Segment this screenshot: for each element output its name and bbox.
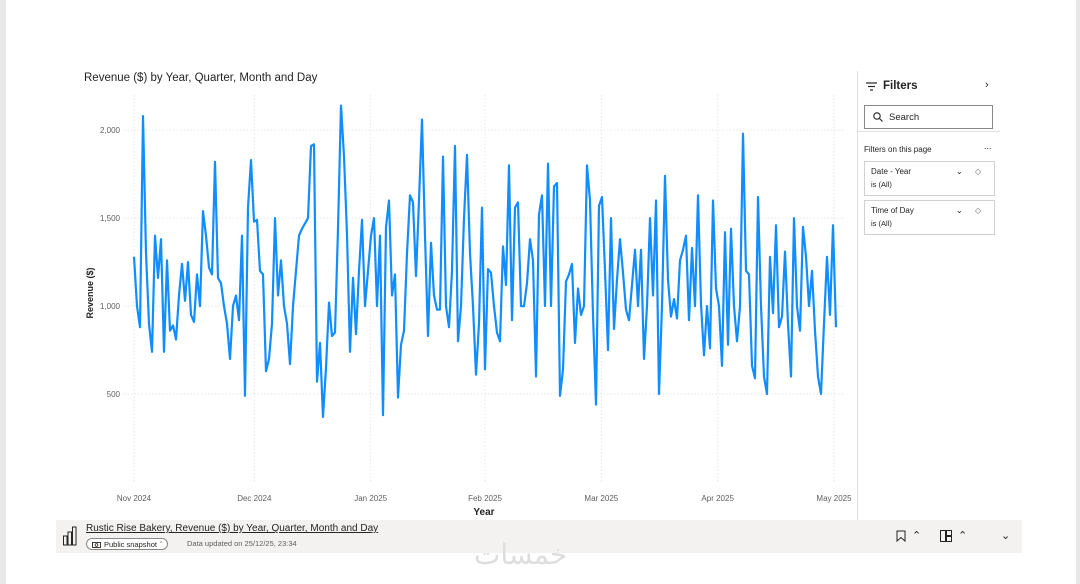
chart-title: Revenue ($) by Year, Quarter, Month and … xyxy=(84,72,318,84)
pane-divider xyxy=(858,131,1000,132)
filter-card-value: is (All) xyxy=(871,219,892,228)
clear-filter-icon[interactable]: ◇ xyxy=(975,206,982,215)
data-updated-text: Data updated on 25/12/25, 23:34 xyxy=(187,539,297,548)
filter-card-name: Time of Day xyxy=(871,206,914,215)
bookmark-menu-button[interactable]: ⌃ xyxy=(896,529,921,542)
y-tick-label: 1,000 xyxy=(100,302,121,311)
filter-search-input[interactable] xyxy=(889,111,979,123)
x-tick-label: Jan 2025 xyxy=(354,494,387,503)
y-tick-label: 1,500 xyxy=(100,214,121,223)
filters-pane: Filters › Filters on this page ... Date … xyxy=(857,71,1000,521)
series-line-revenue[interactable] xyxy=(132,104,838,418)
filter-icon xyxy=(866,81,877,91)
filter-search-box[interactable] xyxy=(864,105,993,129)
y-tick-label: 500 xyxy=(107,390,121,399)
chevron-up-icon: ⌃ xyxy=(958,530,968,542)
public-snapshot-badge[interactable]: Public snapshot ˆ xyxy=(86,538,169,550)
search-icon xyxy=(873,112,883,122)
chevron-down-icon[interactable]: ⌄ xyxy=(956,206,963,215)
window-frame-left xyxy=(0,0,6,584)
x-axis-ticks: Nov 2024 Dec 2024 Jan 2025 Feb 2025 Mar 2025… xyxy=(117,494,852,503)
filter-card-name: Date - Year xyxy=(871,167,912,176)
clear-filter-icon[interactable]: ◇ xyxy=(975,167,982,176)
chevron-down-icon: ⌄ xyxy=(1001,530,1011,542)
bookmark-icon xyxy=(896,530,906,542)
filters-title: Filters xyxy=(883,80,918,92)
camera-icon xyxy=(92,541,101,548)
y-axis-ticks: 500 1,000 1,500 2,000 xyxy=(100,126,121,399)
x-tick-label: Nov 2024 xyxy=(117,494,152,503)
x-tick-label: Dec 2024 xyxy=(237,494,272,503)
y-tick-label: 2,000 xyxy=(100,126,121,135)
bar-chart-icon xyxy=(63,526,77,546)
x-tick-label: Mar 2025 xyxy=(584,494,618,503)
filters-section-label: Filters on this page xyxy=(864,145,932,154)
chevron-up-icon: ˆ xyxy=(159,539,163,549)
collapse-pane-icon[interactable]: › xyxy=(985,79,989,91)
view-icon xyxy=(940,529,952,542)
x-tick-label: Feb 2025 xyxy=(468,494,502,503)
view-menu-button[interactable]: ⌃ xyxy=(940,529,967,542)
filter-card-date-year[interactable]: Date - Year is (All) ⌄ ◇ xyxy=(864,161,995,196)
x-tick-label: May 2025 xyxy=(816,494,852,503)
filter-card-time-of-day[interactable]: Time of Day is (All) ⌄ ◇ xyxy=(864,200,995,235)
x-axis-title: Year xyxy=(473,507,494,518)
snapshot-label: Public snapshot xyxy=(104,539,157,549)
more-options-button[interactable]: ... xyxy=(984,141,992,151)
watermark-logo: خمسات xyxy=(474,538,568,571)
chevron-down-icon[interactable]: ⌄ xyxy=(956,167,963,176)
y-axis-title: Revenue ($) xyxy=(85,267,95,318)
report-title-link[interactable]: Rustic Rise Bakery, Revenue ($) by Year,… xyxy=(86,523,379,534)
report-footer: Rustic Rise Bakery, Revenue ($) by Year,… xyxy=(56,520,1022,553)
expand-footer-button[interactable]: ⌄ xyxy=(1001,529,1010,542)
filter-card-value: is (All) xyxy=(871,180,892,189)
line-chart: 500 1,000 1,500 2,000 Nov 2024 Dec 2024 Jan 2… xyxy=(85,95,852,518)
chevron-up-icon: ⌃ xyxy=(912,530,922,542)
x-tick-label: Apr 2025 xyxy=(701,494,734,503)
window-frame-right xyxy=(1076,0,1080,584)
filters-header: Filters xyxy=(866,80,918,92)
